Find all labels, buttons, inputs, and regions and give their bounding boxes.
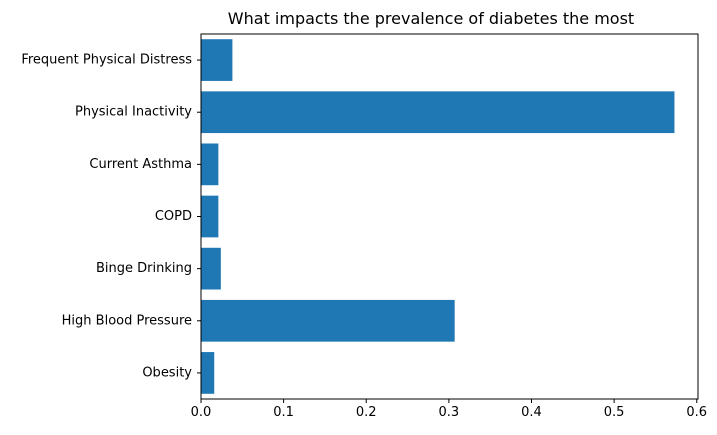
- bar-current-asthma: [201, 144, 218, 186]
- bar-physical-inactivity: [201, 91, 674, 133]
- y-axis-ticks: Obesity High Blood Pressure Binge Drinking…: [21, 53, 201, 381]
- y-tick-label: Physical Inactivity: [75, 105, 192, 120]
- chart-title: What impacts the prevalence of diabetes …: [228, 9, 634, 28]
- plot-frame: [201, 34, 698, 399]
- bar-frequent-physical-distress: [201, 39, 232, 81]
- bar-binge-drinking: [201, 248, 221, 290]
- y-tick-label: Current Asthma: [89, 157, 192, 172]
- bar-obesity: [201, 352, 214, 394]
- y-tick-label: Obesity: [142, 365, 192, 380]
- bar-copd: [201, 196, 218, 238]
- y-tick-label: Frequent Physical Distress: [21, 53, 192, 68]
- x-axis-ticks: 0.0 0.1 0.2 0.3 0.4 0.5 0.6: [191, 399, 707, 420]
- y-tick-label: Binge Drinking: [96, 261, 192, 276]
- x-tick-label: 0.5: [604, 405, 625, 420]
- x-tick-label: 0.4: [521, 405, 542, 420]
- bars-group: [201, 39, 674, 394]
- y-tick-label: COPD: [155, 209, 192, 224]
- x-tick-label: 0.0: [191, 405, 212, 420]
- bar-high-blood-pressure: [201, 300, 455, 342]
- x-tick-label: 0.2: [356, 405, 377, 420]
- x-tick-label: 0.3: [439, 405, 460, 420]
- x-tick-label: 0.6: [686, 405, 707, 420]
- x-tick-label: 0.1: [273, 405, 294, 420]
- y-tick-label: High Blood Pressure: [62, 313, 192, 328]
